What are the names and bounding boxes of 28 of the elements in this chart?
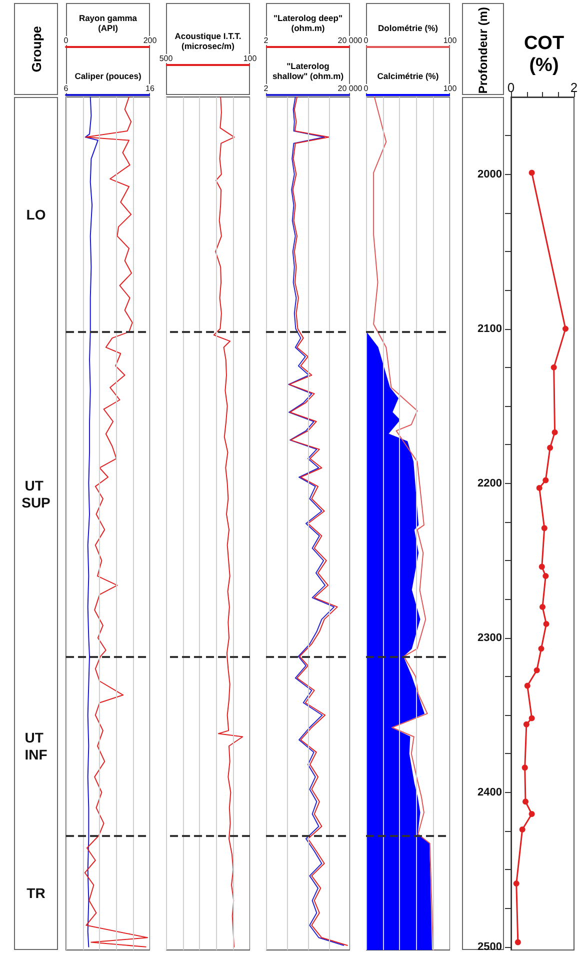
x-tick-label: 0	[64, 36, 68, 45]
x-tick-label: 0	[364, 36, 368, 45]
x-axis-title: COT (%)	[522, 33, 566, 77]
text: UT SUP	[22, 478, 50, 511]
x-tick-label: 20 000	[338, 36, 362, 45]
x2-tick-label: 16	[146, 84, 154, 93]
text: TR	[26, 884, 46, 901]
text: LO	[26, 206, 46, 222]
x-tick-label: 100	[443, 36, 457, 45]
y-tick-label: 2000	[478, 168, 502, 180]
x2-axis-title: Caliper (pouces)	[74, 71, 142, 81]
text: UT INF	[24, 730, 48, 763]
y-tick-label: 2200	[478, 477, 502, 490]
x2-tick-label: 6	[64, 84, 68, 93]
x2-axis-title: "Laterolog shallow" (ohm.m)	[271, 61, 345, 81]
x2-axis-title: Calcimétrie (%)	[376, 71, 440, 81]
text: Groupe	[28, 26, 44, 72]
x-axis-title: Rayon gamma (API)	[78, 13, 138, 33]
x-axis-title: Dolométrie (%)	[377, 23, 439, 33]
y-tick-label: 2400	[478, 786, 502, 798]
x-axis-title: "Laterolog deep" (ohm.m)	[272, 13, 344, 33]
x-tick-label: 2	[264, 36, 268, 45]
y-tick-label: 2100	[478, 322, 502, 335]
y-axis-title: Profondeur (m)	[476, 6, 490, 94]
y-tick-label: 2300	[478, 632, 502, 644]
x-axis-title: Acoustique I.T.T. (microsec/m)	[174, 31, 242, 51]
x-tick-label: 500	[159, 54, 173, 63]
x-tick-label: 200	[143, 36, 157, 45]
